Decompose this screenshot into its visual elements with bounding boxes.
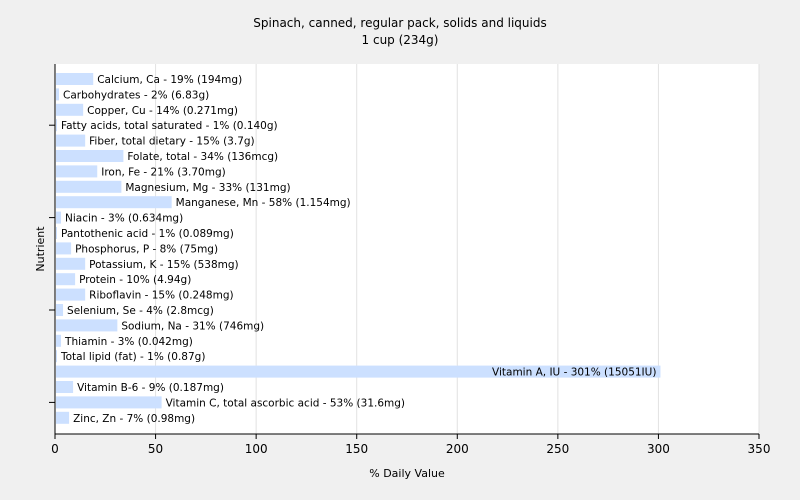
bar-label: Niacin - 3% (0.634mg) [65, 213, 183, 225]
bar-label: Calcium, Ca - 19% (194mg) [97, 74, 242, 86]
bar [56, 288, 86, 301]
chart-subtitle: 1 cup (234g) [362, 33, 439, 47]
bar [56, 396, 162, 409]
bar [56, 334, 62, 347]
bar-label: Copper, Cu - 14% (0.271mg) [87, 105, 238, 117]
bar-label: Sodium, Na - 31% (746mg) [121, 320, 264, 332]
bar [56, 73, 94, 85]
bar-label: Phosphorus, P - 8% (75mg) [75, 243, 218, 255]
bar [56, 88, 60, 101]
bar [56, 134, 86, 147]
bar-label: Riboflavin - 15% (0.248mg) [89, 290, 233, 302]
x-tick-label: 0 [51, 442, 59, 456]
bar [56, 304, 64, 316]
bar [56, 119, 58, 132]
y-axis-label: Nutrient [34, 226, 47, 272]
bar [56, 381, 74, 393]
bar-label: Folate, total - 34% (136mcg) [127, 151, 278, 163]
bar-label: Manganese, Mn - 58% (1.154mg) [176, 197, 351, 209]
bar [56, 242, 72, 255]
x-tick-label: 350 [748, 442, 771, 456]
bar [56, 180, 122, 193]
bar-label: Protein - 10% (4.94g) [79, 274, 191, 286]
bar [56, 227, 58, 239]
x-tick-labels: 0 50 100 150 200 250 300 350 [51, 442, 770, 456]
bar [56, 319, 118, 332]
bar-labels: Calcium, Ca - 19% (194mg) Carbohydrates -… [60, 74, 656, 425]
bar-label: Fatty acids, total saturated - 1% (0.140… [61, 120, 278, 132]
bar-label: Thiamin - 3% (0.042mg) [64, 336, 193, 348]
x-axis-label: % Daily Value [369, 467, 445, 480]
x-tick-label: 250 [546, 442, 569, 456]
bars [56, 73, 661, 424]
bar-label: Potassium, K - 15% (538mg) [89, 259, 239, 271]
x-tick-label: 150 [345, 442, 368, 456]
bar [56, 273, 76, 286]
bar [56, 103, 84, 116]
bar [56, 365, 661, 378]
x-tick-label: 200 [446, 442, 469, 456]
x-tick-label: 50 [148, 442, 163, 456]
bar-label: Vitamin B-6 - 9% (0.187mg) [77, 382, 224, 394]
x-tick-label: 300 [647, 442, 670, 456]
axes [49, 64, 760, 439]
bar [56, 165, 98, 178]
bar-label: Pantothenic acid - 1% (0.089mg) [61, 228, 234, 240]
bar [56, 196, 172, 209]
bar [56, 257, 86, 270]
chart-title: Spinach, canned, regular pack, solids an… [253, 16, 546, 30]
bar-label: Iron, Fe - 21% (3.70mg) [101, 166, 225, 178]
bar [56, 411, 70, 424]
x-tick-label: 100 [245, 442, 268, 456]
bar-label: Vitamin A, IU - 301% (15051IU) [492, 367, 656, 379]
bar-label: Magnesium, Mg - 33% (131mg) [125, 182, 290, 194]
bar [56, 350, 58, 363]
bar-label: Selenium, Se - 4% (2.8mcg) [67, 305, 214, 317]
bar-label: Fiber, total dietary - 15% (3.7g) [89, 136, 254, 148]
bar-label: Carbohydrates - 2% (6.83g) [63, 89, 209, 101]
bar-label: Zinc, Zn - 7% (0.98mg) [73, 413, 195, 425]
bar-label: Total lipid (fat) - 1% (0.87g) [60, 351, 205, 363]
bar [56, 211, 62, 224]
bar [56, 150, 124, 162]
bar-label: Vitamin C, total ascorbic acid - 53% (31… [166, 397, 405, 409]
